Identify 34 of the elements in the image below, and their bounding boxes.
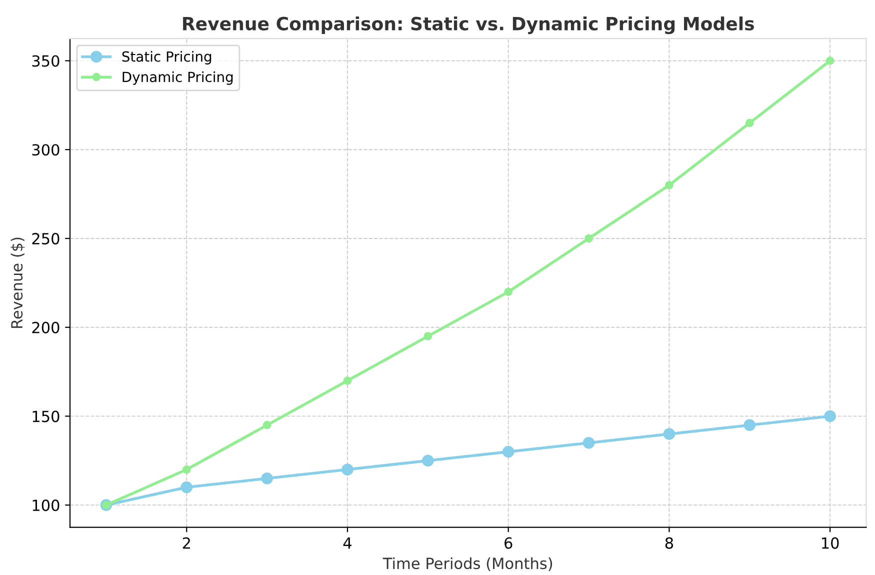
point	[745, 118, 754, 128]
x-tick-label: 8	[665, 537, 674, 549]
point	[504, 288, 513, 296]
point	[663, 428, 676, 440]
x-tick-label: 4	[343, 537, 352, 549]
point	[744, 419, 756, 431]
y-tick-label: 200	[32, 322, 60, 334]
point	[180, 481, 193, 494]
x-tick-label: 2	[182, 537, 190, 549]
point	[343, 376, 352, 385]
point	[502, 446, 514, 458]
point	[582, 436, 595, 449]
chart-title: Revenue Comparison: Static vs. Dynamic Pricing Models	[183, 16, 754, 34]
point	[665, 180, 674, 190]
y-tick-label: 300	[32, 144, 60, 156]
point	[824, 410, 836, 422]
y-axis-title: Revenue ($)	[10, 238, 25, 328]
point	[182, 465, 191, 474]
point	[584, 234, 593, 243]
point	[261, 472, 273, 484]
y-tick-label: 250	[32, 232, 60, 244]
y-tick-label: 350	[32, 55, 60, 67]
legend-label: Static Pricing	[122, 51, 212, 64]
y-tick-label: 100	[32, 500, 60, 512]
x-axis-title: Time Periods (Months)	[382, 557, 552, 571]
x-tick-label: 10	[822, 537, 839, 549]
y-tick-label: 150	[32, 410, 60, 422]
point	[262, 420, 272, 430]
point	[422, 454, 434, 467]
point	[342, 464, 354, 476]
x-tick-label: 6	[504, 537, 512, 549]
legend-label: Dynamic Pricing	[122, 71, 233, 85]
point	[424, 332, 432, 340]
point	[826, 56, 834, 65]
